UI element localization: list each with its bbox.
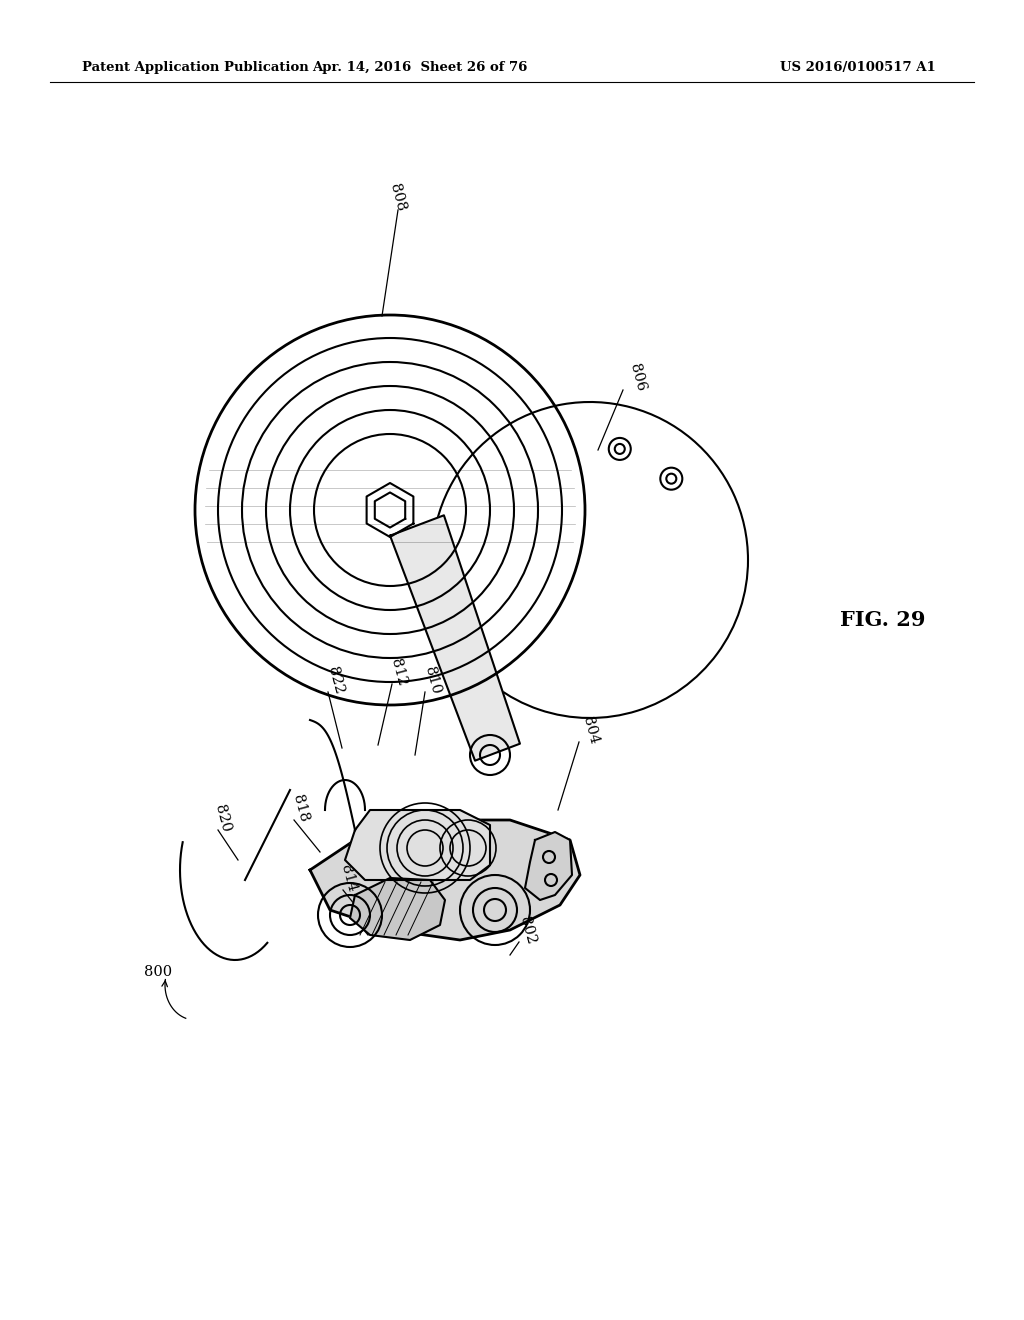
Polygon shape xyxy=(390,515,520,760)
Text: 802: 802 xyxy=(517,915,538,945)
Polygon shape xyxy=(345,810,490,880)
Text: 816: 816 xyxy=(351,896,373,927)
Text: 822: 822 xyxy=(325,665,345,696)
Text: FIG. 29: FIG. 29 xyxy=(840,610,926,630)
Text: 820: 820 xyxy=(212,803,232,833)
Text: 800: 800 xyxy=(144,965,172,979)
Text: 818: 818 xyxy=(290,793,310,824)
Text: Apr. 14, 2016  Sheet 26 of 76: Apr. 14, 2016 Sheet 26 of 76 xyxy=(312,62,527,74)
Text: Patent Application Publication: Patent Application Publication xyxy=(82,62,309,74)
Text: US 2016/0100517 A1: US 2016/0100517 A1 xyxy=(780,62,936,74)
Polygon shape xyxy=(525,832,572,900)
Text: 804: 804 xyxy=(580,714,600,746)
Text: 806: 806 xyxy=(628,363,648,393)
Text: 808: 808 xyxy=(388,182,409,214)
Text: 814: 814 xyxy=(338,863,358,894)
Polygon shape xyxy=(310,820,580,940)
Polygon shape xyxy=(350,878,445,940)
Text: 810: 810 xyxy=(422,665,442,696)
Text: 812: 812 xyxy=(388,657,409,688)
